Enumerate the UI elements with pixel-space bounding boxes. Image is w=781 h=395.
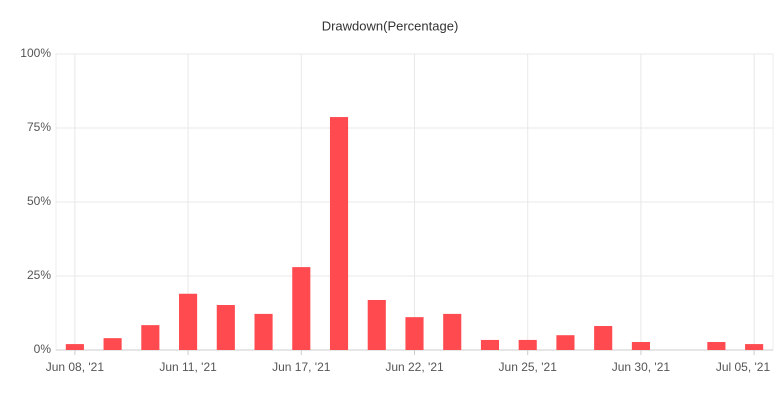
bar <box>367 299 386 350</box>
bar <box>594 326 613 350</box>
bar <box>65 344 84 350</box>
bar <box>216 305 235 350</box>
bar <box>518 339 537 350</box>
bar <box>631 342 650 350</box>
x-tick-label: Jul 05, '21 <box>716 360 771 374</box>
chart-title: Drawdown(Percentage) <box>322 18 459 33</box>
y-tick-label: 25% <box>27 268 51 282</box>
bar <box>443 313 462 350</box>
bar <box>103 338 122 350</box>
y-tick-label: 50% <box>27 194 51 208</box>
bar <box>329 117 349 350</box>
x-tick-label: Jun 11, '21 <box>159 360 217 374</box>
bar <box>179 293 198 350</box>
y-tick-label: 75% <box>27 120 51 134</box>
x-tick-label: Jun 22, '21 <box>385 360 444 374</box>
y-tick-label: 100% <box>20 46 51 60</box>
bar <box>141 325 160 350</box>
bar <box>707 342 726 350</box>
x-tick-label: Jun 17, '21 <box>272 360 331 374</box>
bar <box>254 313 273 350</box>
bar <box>556 335 575 350</box>
bar <box>405 317 424 350</box>
x-tick-label: Jun 30, '21 <box>612 360 671 374</box>
y-tick-label: 0% <box>34 342 52 356</box>
bar <box>480 339 500 350</box>
bar <box>292 267 311 350</box>
x-tick-label: Jun 08, '21 <box>46 360 105 374</box>
x-tick-label: Jun 25, '21 <box>499 360 558 374</box>
bar <box>745 344 764 350</box>
